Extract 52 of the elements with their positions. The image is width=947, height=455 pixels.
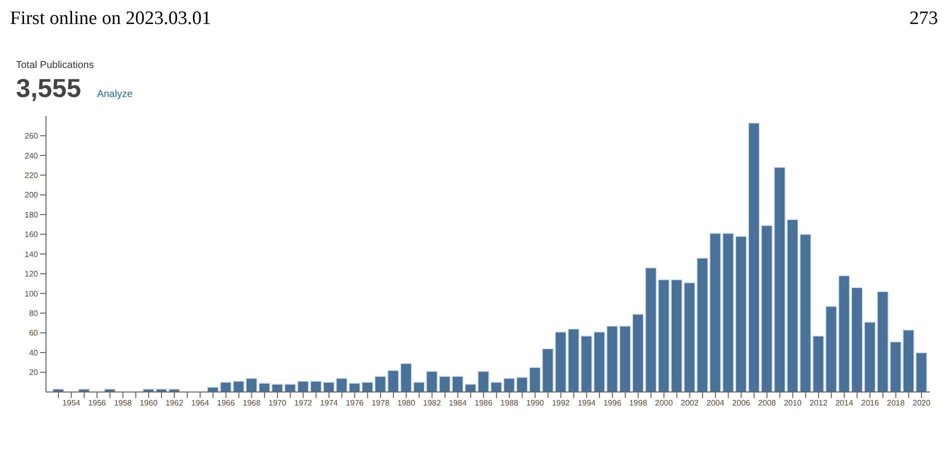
x-tick-label: 1982	[423, 398, 442, 408]
x-tick-label: 2010	[784, 398, 802, 408]
x-tick-label: 1976	[346, 398, 364, 408]
chart-title: Total Publications	[16, 60, 95, 71]
x-tick-label: 1966	[217, 398, 236, 408]
x-tick-label: 1958	[114, 398, 132, 408]
x-tick-label: 1974	[320, 398, 338, 408]
x-tick-label: 2004	[706, 398, 725, 408]
y-tick-label: 180	[24, 210, 39, 220]
x-tick-label: 2012	[810, 398, 828, 408]
x-tick-label: 1954	[62, 398, 81, 408]
x-tick-label: 2014	[835, 398, 854, 408]
x-tick-label: 2018	[886, 398, 906, 408]
x-tick-label: 1964	[191, 398, 210, 408]
x-tick-label: 1996	[603, 398, 622, 408]
x-tick-label: 1986	[474, 398, 494, 408]
chart-subtitle: 3,555	[16, 73, 82, 104]
y-tick-label: 120	[24, 270, 39, 279]
x-tick-label: 2008	[758, 398, 776, 408]
x-tick-label: 1984	[448, 398, 468, 408]
x-tick-label: 1988	[500, 398, 519, 408]
x-tick-label: 2000	[655, 398, 674, 408]
x-tick-label: 1990	[526, 398, 545, 408]
x-tick-label: 1998	[629, 398, 648, 408]
x-tick-label: 2020	[912, 398, 932, 408]
x-tick-label: 1978	[372, 398, 390, 408]
x-tick-label: 2016	[861, 398, 880, 408]
x-tick-label: 2002	[680, 398, 700, 408]
x-tick-label: 1994	[578, 398, 596, 408]
y-tick-label: 260	[24, 132, 39, 141]
x-tick-label: 1956	[88, 398, 107, 408]
y-tick-label: 20	[29, 368, 39, 378]
text: 273	[910, 8, 938, 30]
y-tick-label: 240	[24, 151, 39, 160]
text: Analyze	[97, 89, 133, 100]
x-tick-label: 1992	[552, 398, 570, 408]
y-tick-label: 140	[24, 250, 39, 259]
y-tick-label: 100	[24, 289, 39, 298]
y-tick-label: 40	[29, 348, 39, 358]
text: First online on 2023.03.01	[10, 8, 212, 30]
x-tick-label: 2006	[732, 398, 751, 408]
y-tick-label: 160	[24, 230, 39, 240]
x-tick-label: 1968	[242, 398, 262, 408]
y-tick-label: 60	[29, 328, 39, 338]
x-tick-label: 1962	[165, 398, 184, 408]
y-tick-label: 220	[24, 170, 39, 180]
y-tick-label: 80	[29, 308, 39, 318]
x-tick-label: 1970	[268, 398, 287, 408]
y-tick-label: 200	[24, 190, 39, 200]
x-tick-label: 1980	[397, 398, 416, 408]
x-tick-label: 1960	[140, 398, 158, 408]
x-tick-label: 1972	[294, 398, 313, 408]
